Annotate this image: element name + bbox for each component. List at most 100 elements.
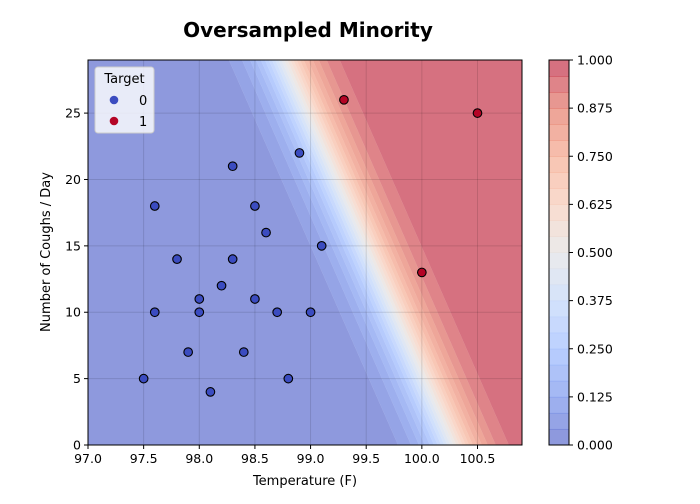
- colorbar-tick-label: 0.750: [577, 149, 613, 164]
- colorbar-band: [549, 396, 569, 414]
- data-point-class-0: [216, 280, 227, 291]
- colorbar-band: [549, 252, 569, 270]
- data-point-class-0: [227, 254, 238, 264]
- x-axis: 97.0 97.5 98.0 98.5 99.0 99.5 100.0 100.5: [74, 445, 495, 466]
- colorbar: 0.000 0.125 0.250 0.375 0.500 0.625 0.750 0.875…: [548, 53, 613, 453]
- y-tick-label: 0: [73, 438, 81, 453]
- legend-label: 0: [139, 94, 147, 109]
- legend-marker: [109, 116, 119, 126]
- colorbar-tick-label: 0.875: [577, 101, 613, 116]
- colorbar-band: [549, 220, 569, 237]
- data-point-class-0: [183, 347, 194, 357]
- data-point-class-0: [305, 307, 316, 318]
- probability-band: [260, 60, 434, 445]
- colorbar-band: [549, 380, 569, 398]
- colorbar-tick-label: 0.500: [577, 245, 613, 260]
- probability-band: [307, 60, 482, 445]
- legend-label: 1: [139, 115, 147, 130]
- colorbar-tick-label: 0.375: [577, 293, 613, 308]
- probability-band: [250, 60, 425, 445]
- data-point-class-0: [283, 373, 294, 384]
- probability-band: [318, 60, 496, 445]
- probability-band: [264, 60, 438, 445]
- probability-band: [300, 60, 473, 445]
- y-tick-label: 10: [65, 305, 81, 320]
- x-tick-label: 98.0: [185, 451, 213, 466]
- data-point-class-0: [261, 227, 271, 238]
- legend: Target 0 1: [94, 66, 155, 134]
- decision-surface: [88, 60, 522, 445]
- chart-title: Oversampled Minority: [183, 18, 433, 42]
- colorbar-band: [549, 60, 569, 77]
- colorbar-band: [549, 332, 569, 350]
- data-point-class-0: [194, 307, 205, 318]
- data-point-class-0: [194, 294, 205, 304]
- data-point-class-0: [250, 294, 260, 304]
- colorbar-tick-label: 0.250: [577, 341, 613, 356]
- colorbar-band: [549, 268, 569, 286]
- colorbar-band: [549, 348, 569, 366]
- colorbar-band: [549, 300, 569, 318]
- probability-band: [287, 60, 460, 445]
- data-point-class-1: [472, 108, 483, 118]
- colorbar-band: [549, 316, 569, 334]
- data-point-class-0: [149, 307, 160, 318]
- probability-band: [312, 60, 488, 445]
- y-tick-label: 5: [73, 371, 81, 386]
- y-axis-label: Number of Coughs / Day: [39, 172, 54, 332]
- colorbar-tick-label: 0.125: [577, 389, 613, 404]
- data-points: [138, 94, 483, 397]
- x-tick-label: 100.5: [460, 451, 496, 466]
- probability-band: [284, 60, 457, 445]
- data-point-class-0: [294, 148, 305, 158]
- data-point-class-1: [416, 267, 427, 278]
- probability-band: [339, 60, 522, 445]
- colorbar-tick-label: 0.625: [577, 197, 613, 212]
- probability-band: [228, 60, 411, 445]
- colorbar-band: [549, 284, 569, 302]
- colorbar-band: [549, 188, 569, 205]
- colorbar-band: [549, 412, 569, 430]
- probability-band: [290, 60, 463, 445]
- probability-band: [303, 60, 477, 445]
- colorbar-band: [549, 204, 569, 221]
- y-tick-label: 25: [65, 106, 81, 121]
- probability-band: [268, 60, 442, 445]
- colorbar-band: [549, 428, 569, 446]
- data-point-class-0: [172, 254, 182, 264]
- colorbar-band: [549, 108, 569, 125]
- colorbar-band: [549, 156, 569, 173]
- x-tick-label: 97.5: [130, 451, 158, 466]
- colorbar-band: [549, 92, 569, 109]
- probability-band: [275, 60, 448, 445]
- data-point-class-0: [250, 201, 260, 211]
- data-point-class-0: [205, 387, 216, 397]
- y-axis: 0 5 10 15 20 25: [65, 106, 88, 453]
- x-tick-label: 97.0: [74, 451, 102, 466]
- data-point-class-0: [272, 307, 283, 318]
- colorbar-tick-label: 0.000: [577, 438, 613, 453]
- y-tick-label: 20: [65, 172, 81, 187]
- x-tick-label: 100.0: [404, 451, 440, 466]
- x-tick-label: 98.5: [241, 451, 269, 466]
- legend-box: [94, 66, 155, 134]
- probability-band: [272, 60, 445, 445]
- data-point-class-0: [227, 161, 238, 172]
- x-tick-label: 99.5: [352, 451, 380, 466]
- data-point-class-1: [339, 94, 349, 105]
- data-point-class-0: [149, 201, 160, 211]
- data-point-class-0: [316, 241, 327, 251]
- probability-band: [278, 60, 451, 445]
- probability-band: [296, 60, 469, 445]
- colorbar-band: [549, 76, 569, 93]
- x-tick-label: 99.0: [297, 451, 325, 466]
- legend-marker: [109, 95, 119, 105]
- plot-frame: [87, 59, 523, 446]
- data-point-class-0: [238, 347, 249, 357]
- probability-band: [293, 60, 466, 445]
- data-point-class-0: [138, 373, 149, 384]
- colorbar-band: [549, 172, 569, 189]
- colorbar-band: [549, 140, 569, 157]
